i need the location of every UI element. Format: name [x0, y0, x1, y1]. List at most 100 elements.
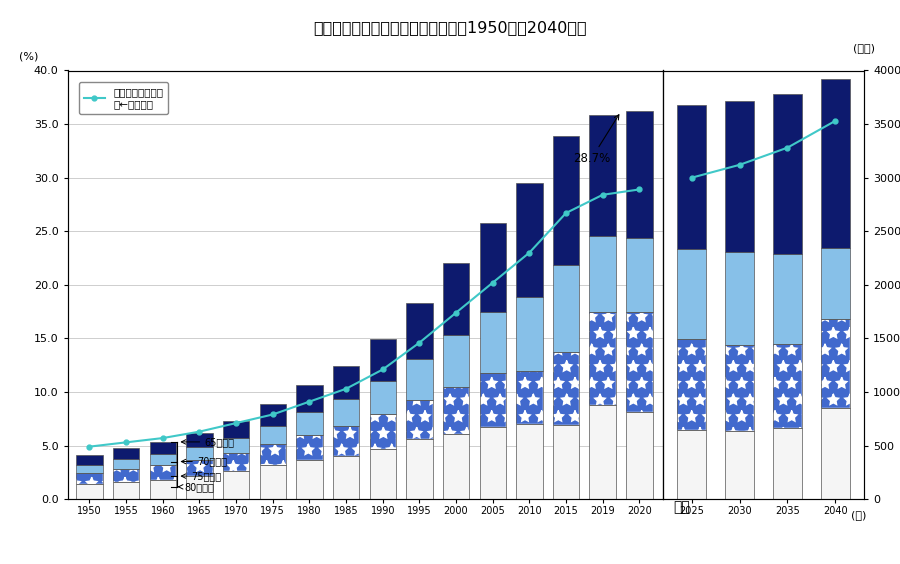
- Bar: [149, 442, 176, 454]
- Bar: [259, 444, 286, 465]
- Bar: [113, 482, 140, 499]
- Bar: [517, 424, 543, 499]
- Bar: [678, 338, 707, 430]
- Bar: [113, 469, 140, 482]
- Bar: [626, 312, 652, 412]
- Bar: [480, 373, 506, 428]
- Bar: [480, 311, 506, 373]
- Bar: [725, 101, 754, 252]
- Bar: [773, 254, 802, 343]
- Text: 〳〵: 〳〵: [673, 500, 689, 514]
- Bar: [443, 387, 469, 434]
- Y-axis label: (万人): (万人): [853, 43, 875, 54]
- Bar: [725, 431, 754, 499]
- Bar: [113, 469, 140, 482]
- Bar: [333, 426, 359, 456]
- Bar: [821, 248, 850, 319]
- Bar: [259, 465, 286, 499]
- Text: 28.7%: 28.7%: [573, 114, 619, 165]
- Bar: [186, 460, 212, 476]
- Bar: [406, 400, 433, 439]
- Bar: [517, 371, 543, 424]
- Bar: [553, 425, 580, 499]
- Bar: [773, 343, 802, 428]
- Bar: [443, 335, 469, 387]
- Bar: [773, 428, 802, 499]
- Bar: [443, 263, 469, 335]
- Bar: [296, 412, 322, 434]
- Text: 70歳以上: 70歳以上: [197, 456, 227, 466]
- Bar: [149, 454, 176, 465]
- Bar: [223, 453, 249, 471]
- Bar: [333, 456, 359, 499]
- Bar: [517, 297, 543, 371]
- Bar: [517, 371, 543, 424]
- Bar: [678, 249, 707, 338]
- Bar: [223, 471, 249, 499]
- Bar: [626, 412, 652, 499]
- Bar: [821, 319, 850, 408]
- Text: 65歳以上: 65歳以上: [204, 437, 234, 447]
- Bar: [296, 434, 322, 460]
- Bar: [678, 105, 707, 249]
- Bar: [725, 252, 754, 345]
- Bar: [370, 449, 396, 499]
- Bar: [443, 387, 469, 434]
- Text: (%): (%): [19, 52, 39, 62]
- Bar: [296, 385, 322, 412]
- Bar: [113, 448, 140, 459]
- Bar: [725, 345, 754, 431]
- Bar: [480, 223, 506, 311]
- Bar: [773, 343, 802, 428]
- Bar: [186, 460, 212, 476]
- Text: 80歳以上: 80歳以上: [184, 482, 214, 492]
- Bar: [821, 408, 850, 499]
- Bar: [296, 460, 322, 499]
- Bar: [626, 312, 652, 412]
- Text: 図１　高齢者人口及び割合の推移（1950年〜2040年）: 図１ 高齢者人口及び割合の推移（1950年〜2040年）: [313, 20, 587, 35]
- Bar: [186, 476, 212, 499]
- Bar: [406, 439, 433, 499]
- Bar: [553, 352, 580, 425]
- Bar: [553, 265, 580, 352]
- Bar: [223, 453, 249, 471]
- Bar: [480, 428, 506, 499]
- Legend: 高齢者人口の割合
（←左目盛）: 高齢者人口の割合 （←左目盛）: [78, 82, 168, 114]
- Bar: [678, 430, 707, 499]
- Bar: [186, 447, 212, 460]
- Bar: [517, 183, 543, 297]
- Text: 75歳以上: 75歳以上: [192, 471, 221, 481]
- Text: (年): (年): [851, 510, 867, 520]
- Bar: [370, 339, 396, 381]
- Bar: [443, 434, 469, 499]
- Bar: [76, 473, 103, 484]
- Bar: [590, 236, 616, 312]
- Bar: [333, 365, 359, 399]
- Bar: [76, 484, 103, 499]
- Bar: [626, 238, 652, 312]
- Bar: [626, 111, 652, 238]
- Bar: [553, 136, 580, 265]
- Bar: [296, 434, 322, 460]
- Bar: [76, 465, 103, 473]
- Bar: [76, 473, 103, 484]
- Bar: [773, 94, 802, 254]
- Bar: [821, 319, 850, 408]
- Bar: [149, 465, 176, 479]
- Bar: [259, 425, 286, 444]
- Bar: [725, 345, 754, 431]
- Bar: [223, 421, 249, 438]
- Bar: [590, 406, 616, 499]
- Bar: [113, 459, 140, 469]
- Bar: [406, 359, 433, 400]
- Bar: [370, 414, 396, 449]
- Bar: [333, 426, 359, 456]
- Bar: [821, 79, 850, 248]
- Bar: [480, 373, 506, 428]
- Bar: [223, 438, 249, 453]
- Bar: [590, 312, 616, 406]
- Bar: [370, 381, 396, 414]
- Bar: [370, 414, 396, 449]
- Bar: [553, 352, 580, 425]
- Bar: [149, 479, 176, 499]
